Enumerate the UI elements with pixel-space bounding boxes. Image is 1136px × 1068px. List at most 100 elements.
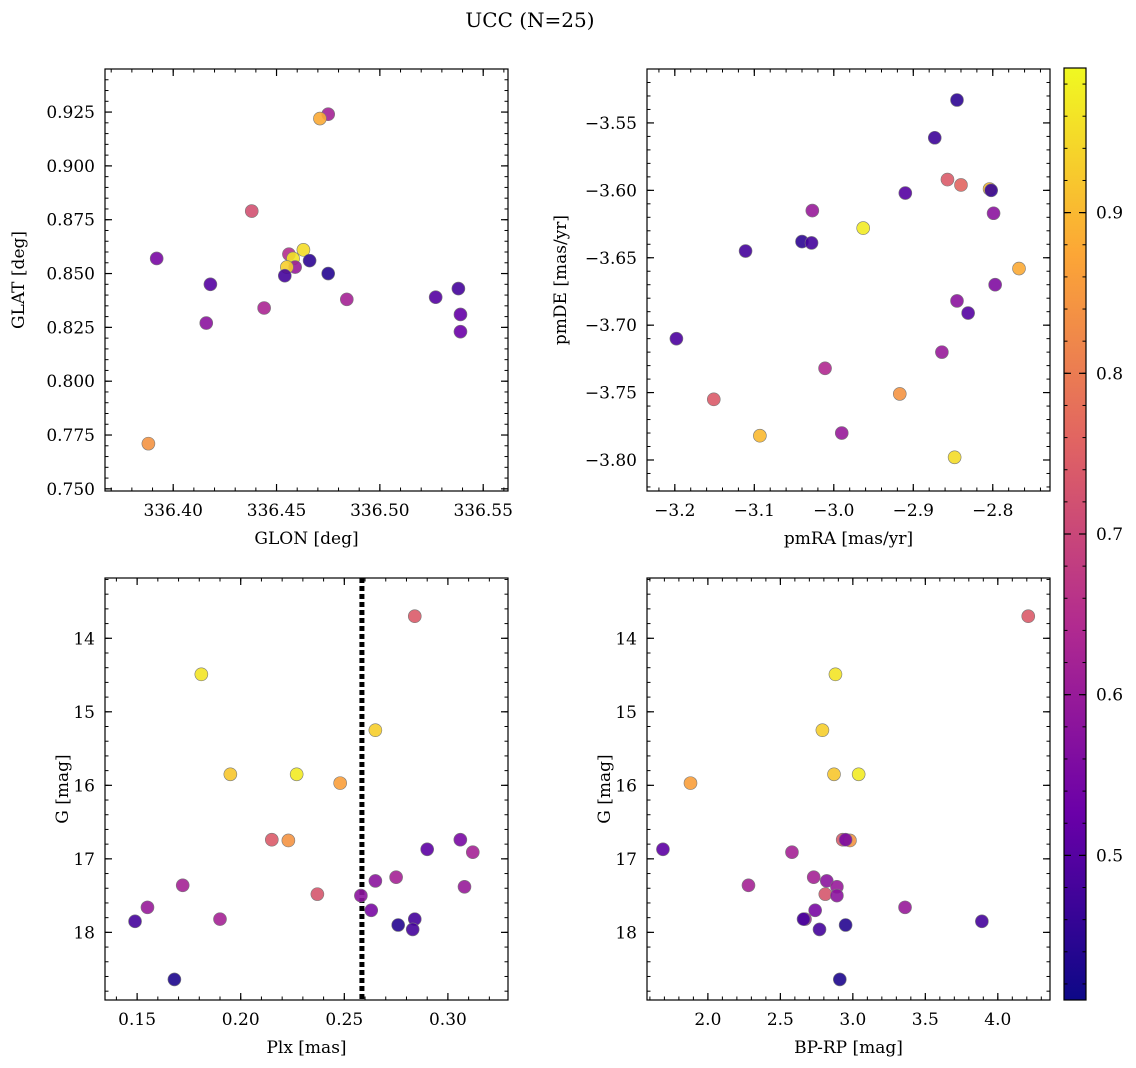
y-tick-label: −3.70 — [585, 316, 637, 336]
data-point — [805, 203, 820, 218]
data-point — [281, 833, 296, 848]
scatter-panel-1: 336.40 336.45 336.50 336.55 0.750 0.775 0.800 0… — [9, 68, 513, 549]
data-point — [940, 172, 955, 187]
y-tick-label: 14 — [615, 629, 637, 649]
data-point — [420, 842, 434, 857]
data-point — [339, 292, 354, 307]
x-tick-label: 2.0 — [694, 1010, 721, 1030]
data-point — [391, 918, 405, 932]
y-tick-label: 18 — [615, 923, 637, 943]
data-point — [141, 436, 156, 451]
y-tick-label: 0.775 — [46, 426, 95, 446]
data-point — [683, 776, 698, 790]
data-point — [354, 888, 368, 903]
x-axis-label: Plx [mas] — [266, 1038, 346, 1058]
data-point — [818, 361, 832, 376]
data-point — [310, 887, 325, 901]
y-tick-label: 15 — [73, 703, 95, 723]
data-point — [706, 392, 721, 407]
data-point — [321, 266, 336, 281]
data-point — [389, 870, 403, 885]
x-tick-label: 3.0 — [839, 1010, 866, 1030]
data-point — [898, 186, 913, 200]
data-point — [313, 111, 327, 126]
data-point — [892, 387, 907, 401]
data-point — [407, 609, 422, 624]
colorbar-tick-label: 0.9 — [1096, 204, 1123, 224]
data-point — [818, 887, 833, 901]
data-point — [451, 281, 466, 296]
x-tick-label: 2.5 — [767, 1010, 794, 1030]
y-tick-label: 0.750 — [46, 480, 95, 500]
data-point — [465, 845, 480, 860]
data-point — [838, 918, 853, 932]
x-tick-label: 0.15 — [118, 1010, 156, 1030]
y-tick-label: 15 — [615, 703, 637, 723]
y-tick-label: −3.60 — [585, 181, 637, 201]
data-point — [364, 903, 379, 918]
x-tick-label: −3.0 — [813, 501, 854, 521]
x-tick-label: −2.9 — [893, 501, 934, 521]
data-point — [975, 914, 989, 929]
scatter-panel-2: −3.2 −3.1 −3.0 −2.9 −2.8 −3.80 −3.75 −3.70 −3.65… — [551, 68, 1051, 549]
data-point — [828, 667, 843, 682]
data-point — [453, 832, 468, 847]
data-point — [954, 178, 968, 192]
data-point — [257, 301, 271, 315]
figure-title: UCC (N=25) — [465, 8, 594, 32]
y-tick-label: 16 — [615, 776, 637, 796]
y-tick-label: 18 — [73, 923, 95, 943]
data-point — [194, 667, 209, 682]
data-point — [128, 914, 142, 929]
data-point — [753, 428, 767, 443]
y-tick-label: −3.65 — [585, 249, 637, 269]
data-point — [833, 972, 847, 987]
data-point — [405, 922, 420, 937]
x-tick-label: 0.30 — [429, 1010, 467, 1030]
data-point — [986, 206, 1001, 221]
data-point — [935, 345, 949, 359]
data-point — [457, 879, 472, 894]
colorbar: 0.5 0.6 0.7 0.8 0.9 — [1063, 67, 1123, 1001]
data-point — [149, 251, 164, 266]
data-point — [302, 253, 317, 268]
x-axis-label: pmRA [mas/yr] — [784, 529, 913, 549]
data-point — [808, 903, 822, 918]
colorbar-tick-label: 0.6 — [1096, 686, 1123, 706]
x-axis-label: GLON [deg] — [254, 529, 358, 549]
x-axis-label: BP-RP [mag] — [794, 1038, 903, 1058]
plot-frame — [646, 68, 1051, 492]
data-point — [244, 204, 259, 218]
y-tick-label: 17 — [73, 850, 95, 870]
x-tick-label: 3.5 — [912, 1010, 939, 1030]
plot-frame — [104, 68, 509, 492]
data-point — [368, 874, 383, 888]
x-tick-label: −2.8 — [972, 501, 1013, 521]
data-point — [213, 912, 227, 926]
y-tick-label: −3.55 — [585, 114, 637, 134]
data-point — [296, 243, 311, 257]
data-point — [669, 331, 684, 346]
y-tick-label: 17 — [615, 850, 637, 870]
data-point — [947, 450, 962, 465]
data-point — [984, 183, 998, 198]
y-tick-label: 0.900 — [46, 157, 95, 177]
data-point — [1021, 609, 1036, 624]
data-point — [428, 290, 443, 305]
data-point — [333, 776, 347, 790]
y-tick-label: 0.925 — [46, 103, 95, 123]
y-tick-label: −3.80 — [585, 451, 637, 471]
y-tick-label: 0.825 — [46, 318, 95, 338]
data-point — [656, 842, 670, 857]
data-point — [898, 900, 912, 915]
data-point — [838, 832, 853, 847]
y-axis-label: G [mag] — [53, 754, 73, 823]
data-point — [140, 900, 155, 915]
data-point — [988, 277, 1002, 292]
x-tick-label: −3.1 — [734, 501, 775, 521]
data-point — [812, 922, 827, 937]
data-point — [277, 268, 292, 283]
y-axis-label: pmDE [mas/yr] — [551, 215, 571, 345]
plot-frame — [104, 577, 509, 1001]
